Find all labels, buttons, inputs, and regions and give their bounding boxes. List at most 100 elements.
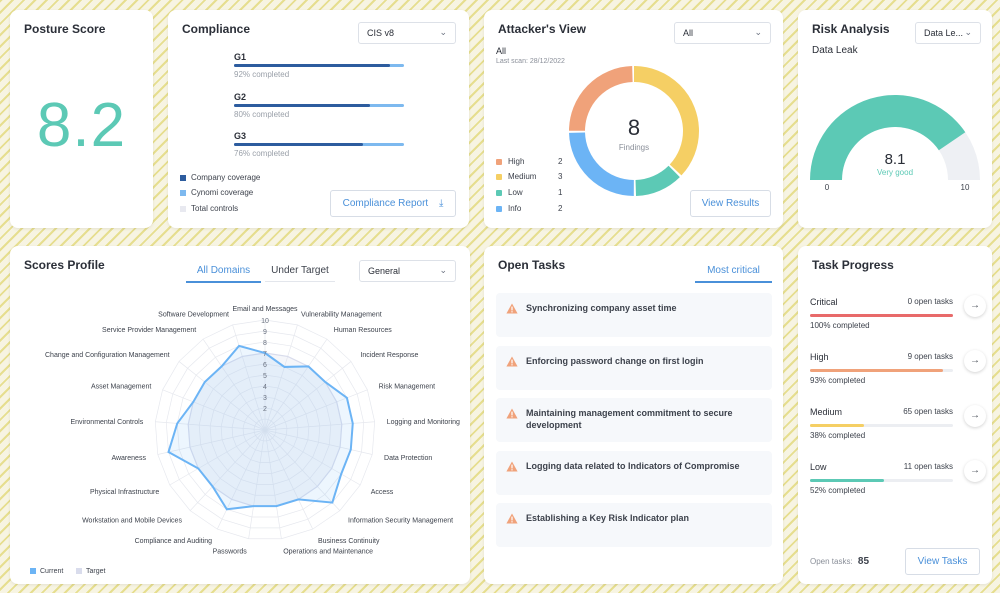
legend-current: Current	[30, 568, 63, 575]
arrow-right-icon[interactable]: →	[964, 295, 986, 317]
progress-fill	[810, 479, 885, 482]
radar-category-label: Data Protection	[384, 455, 432, 462]
progress-fill	[810, 369, 943, 372]
radar-category-label: Vulnerability Management	[301, 311, 382, 318]
radar-category-label: Compliance and Auditing	[135, 538, 213, 545]
severity-legend-item: Medium 3	[496, 172, 566, 181]
view-results-button[interactable]: View Results	[690, 190, 771, 217]
risk-analysis-title: Risk Analysis	[812, 22, 890, 36]
radar-spoke	[264, 429, 373, 455]
tab-all-domains[interactable]: All Domains	[186, 265, 261, 283]
chevron-down-icon: ⌄	[439, 265, 447, 275]
radar-category-label: Environmental Controls	[70, 419, 143, 426]
radar-category-label: Software Development	[158, 311, 229, 318]
legend-cynomi: Cynomi coverage	[180, 188, 253, 197]
risk-select[interactable]: Data Le... ⌄	[915, 22, 981, 44]
compliance-report-button[interactable]: Compliance Report ⤓	[330, 190, 456, 217]
compliance-group-label: G2	[234, 92, 247, 102]
severity-name: Low	[810, 462, 827, 472]
radar-category-label: Email and Messages	[233, 306, 298, 313]
compliance-group-label: G1	[234, 52, 247, 62]
severity-label: Low	[508, 188, 523, 197]
task-item[interactable]: Enforcing password change on first login	[496, 345, 772, 390]
arrow-right-icon[interactable]: →	[964, 405, 986, 427]
company-coverage-fill	[234, 64, 391, 67]
attacker-filter-select[interactable]: All ⌄	[674, 22, 771, 44]
radar-category-label: Workstation and Mobile Devices	[82, 518, 182, 525]
severity-label: High	[508, 157, 525, 166]
tab-under-target[interactable]: Under Target	[265, 265, 335, 282]
warning-icon	[506, 513, 518, 524]
legend-target: Target	[76, 568, 105, 575]
progress-bar	[810, 479, 953, 482]
view-tasks-button[interactable]: View Tasks	[905, 548, 980, 575]
compliance-title: Compliance	[182, 22, 251, 36]
scores-radar-chart: 2 3 4 5 6 7 8 9 10 Email and MessagesVulnerabilit…	[45, 306, 460, 556]
task-item[interactable]: Establishing a Key Risk Indicator plan	[496, 503, 772, 547]
warning-icon	[506, 408, 518, 419]
posture-score-value: 8.2	[36, 91, 127, 160]
download-icon: ⤓	[438, 198, 444, 209]
attackers-view-title: Attacker's View	[498, 22, 587, 36]
radar-tick-label: 10	[261, 318, 269, 325]
task-title: Maintaining management commitment to sec…	[526, 408, 733, 430]
arrow-right-icon[interactable]: →	[964, 350, 986, 372]
radar-tick-label: 3	[263, 395, 267, 402]
radar-category-label: Risk Management	[379, 383, 435, 390]
severity-legend-item: High 2	[496, 157, 566, 166]
radar-grid-ring	[209, 374, 321, 485]
severity-count: 2	[558, 157, 563, 166]
risk-select-value: Data Le...	[924, 28, 964, 38]
task-item[interactable]: Synchronizing company asset time	[496, 293, 772, 337]
progress-bar	[810, 424, 953, 427]
gauge-min-label: 0	[825, 183, 830, 192]
radar-spoke	[264, 389, 368, 431]
findings-donut: 8 Findings	[569, 66, 699, 196]
radar-grid-ring	[242, 407, 288, 453]
tab-most-critical[interactable]: Most critical	[695, 265, 772, 283]
progress-fill	[810, 424, 865, 427]
radar-grid-ring	[253, 418, 277, 442]
attacker-filter-label: All	[496, 46, 507, 56]
progress-text: 52% completed	[810, 486, 866, 495]
task-progress-row: Critical 0 open tasks 100% completed →	[810, 295, 986, 330]
radar-spoke	[264, 429, 314, 530]
severity-label: Medium	[508, 172, 537, 181]
progress-bar	[810, 369, 953, 372]
task-item[interactable]: Maintaining management commitment to sec…	[496, 398, 772, 442]
compliance-card: Compliance CIS v8 ⌄ G1 92% completed G2 80%…	[168, 10, 469, 228]
progress-text: 100% completed	[810, 321, 870, 330]
task-title: Logging data related to Indicators of Co…	[526, 460, 740, 471]
severity-name: Critical	[810, 297, 838, 307]
radar-spoke	[264, 324, 298, 431]
radar-spoke	[232, 324, 266, 431]
radar-category-label: Human Resources	[334, 327, 392, 334]
warning-icon	[506, 303, 518, 314]
risk-value: 8.1	[885, 151, 906, 168]
compliance-pct: 92% completed	[234, 70, 290, 79]
compliance-item: G2 80% completed	[234, 92, 404, 119]
radar-spoke	[155, 421, 266, 431]
gauge-max-label: 10	[961, 183, 970, 192]
arrow-right-icon[interactable]: →	[964, 460, 986, 482]
attacker-filter-value: All	[683, 28, 694, 38]
severity-legend-item: Low 1	[496, 188, 566, 197]
radar-spoke	[264, 361, 352, 431]
task-item[interactable]: Logging data related to Indicators of Co…	[496, 450, 772, 495]
progress-text: 93% completed	[810, 376, 866, 385]
radar-spoke	[178, 361, 266, 431]
open-task-count: 9 open tasks	[907, 352, 953, 361]
company-coverage-fill	[234, 143, 364, 146]
radar-grid-ring	[154, 319, 376, 540]
compliance-bar	[234, 64, 404, 67]
company-coverage-fill	[234, 104, 370, 107]
domain-group-select[interactable]: General ⌄	[359, 260, 456, 282]
framework-select[interactable]: CIS v8 ⌄	[358, 22, 456, 44]
radar-grid-ring	[220, 385, 310, 474]
task-title: Enforcing password change on first login	[526, 355, 704, 366]
task-progress-title: Task Progress	[812, 258, 894, 272]
findings-count: 8	[628, 115, 640, 140]
domain-group-value: General	[368, 266, 401, 276]
posture-score-card: Posture Score 8.2	[10, 10, 153, 228]
radar-tick-label: 5	[263, 373, 267, 380]
